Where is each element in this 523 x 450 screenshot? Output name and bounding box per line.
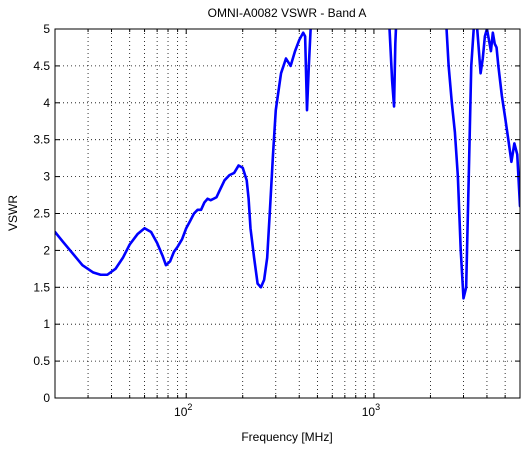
chart-title: OMNI-A0082 VSWR - Band A xyxy=(208,6,367,20)
axis-ticks: 0 0.5 1 1.5 2 2.5 3 3.5 4 4.5 5 102 103 xyxy=(33,22,520,419)
y-tick-label: 1.5 xyxy=(33,280,50,294)
y-tick-label: 2 xyxy=(43,243,50,257)
y-tick-label: 4.5 xyxy=(33,59,50,73)
y-tick-label: 4 xyxy=(43,96,50,110)
y-tick-label: 3 xyxy=(43,170,50,184)
x-tick-label: 103 xyxy=(362,402,380,419)
y-tick-label: 0 xyxy=(43,391,50,405)
y-tick-label: 1 xyxy=(43,317,50,331)
y-tick-label: 2.5 xyxy=(33,207,50,221)
x-tick-label: 102 xyxy=(174,402,192,419)
grid xyxy=(55,29,520,398)
x-axis-label: Frequency [MHz] xyxy=(241,430,332,444)
y-axis-label: VSWR xyxy=(6,195,20,231)
series-line-vswr xyxy=(55,29,520,300)
y-tick-label: 3.5 xyxy=(33,133,50,147)
y-tick-label: 0.5 xyxy=(33,354,50,368)
y-tick-label: 5 xyxy=(43,22,50,36)
